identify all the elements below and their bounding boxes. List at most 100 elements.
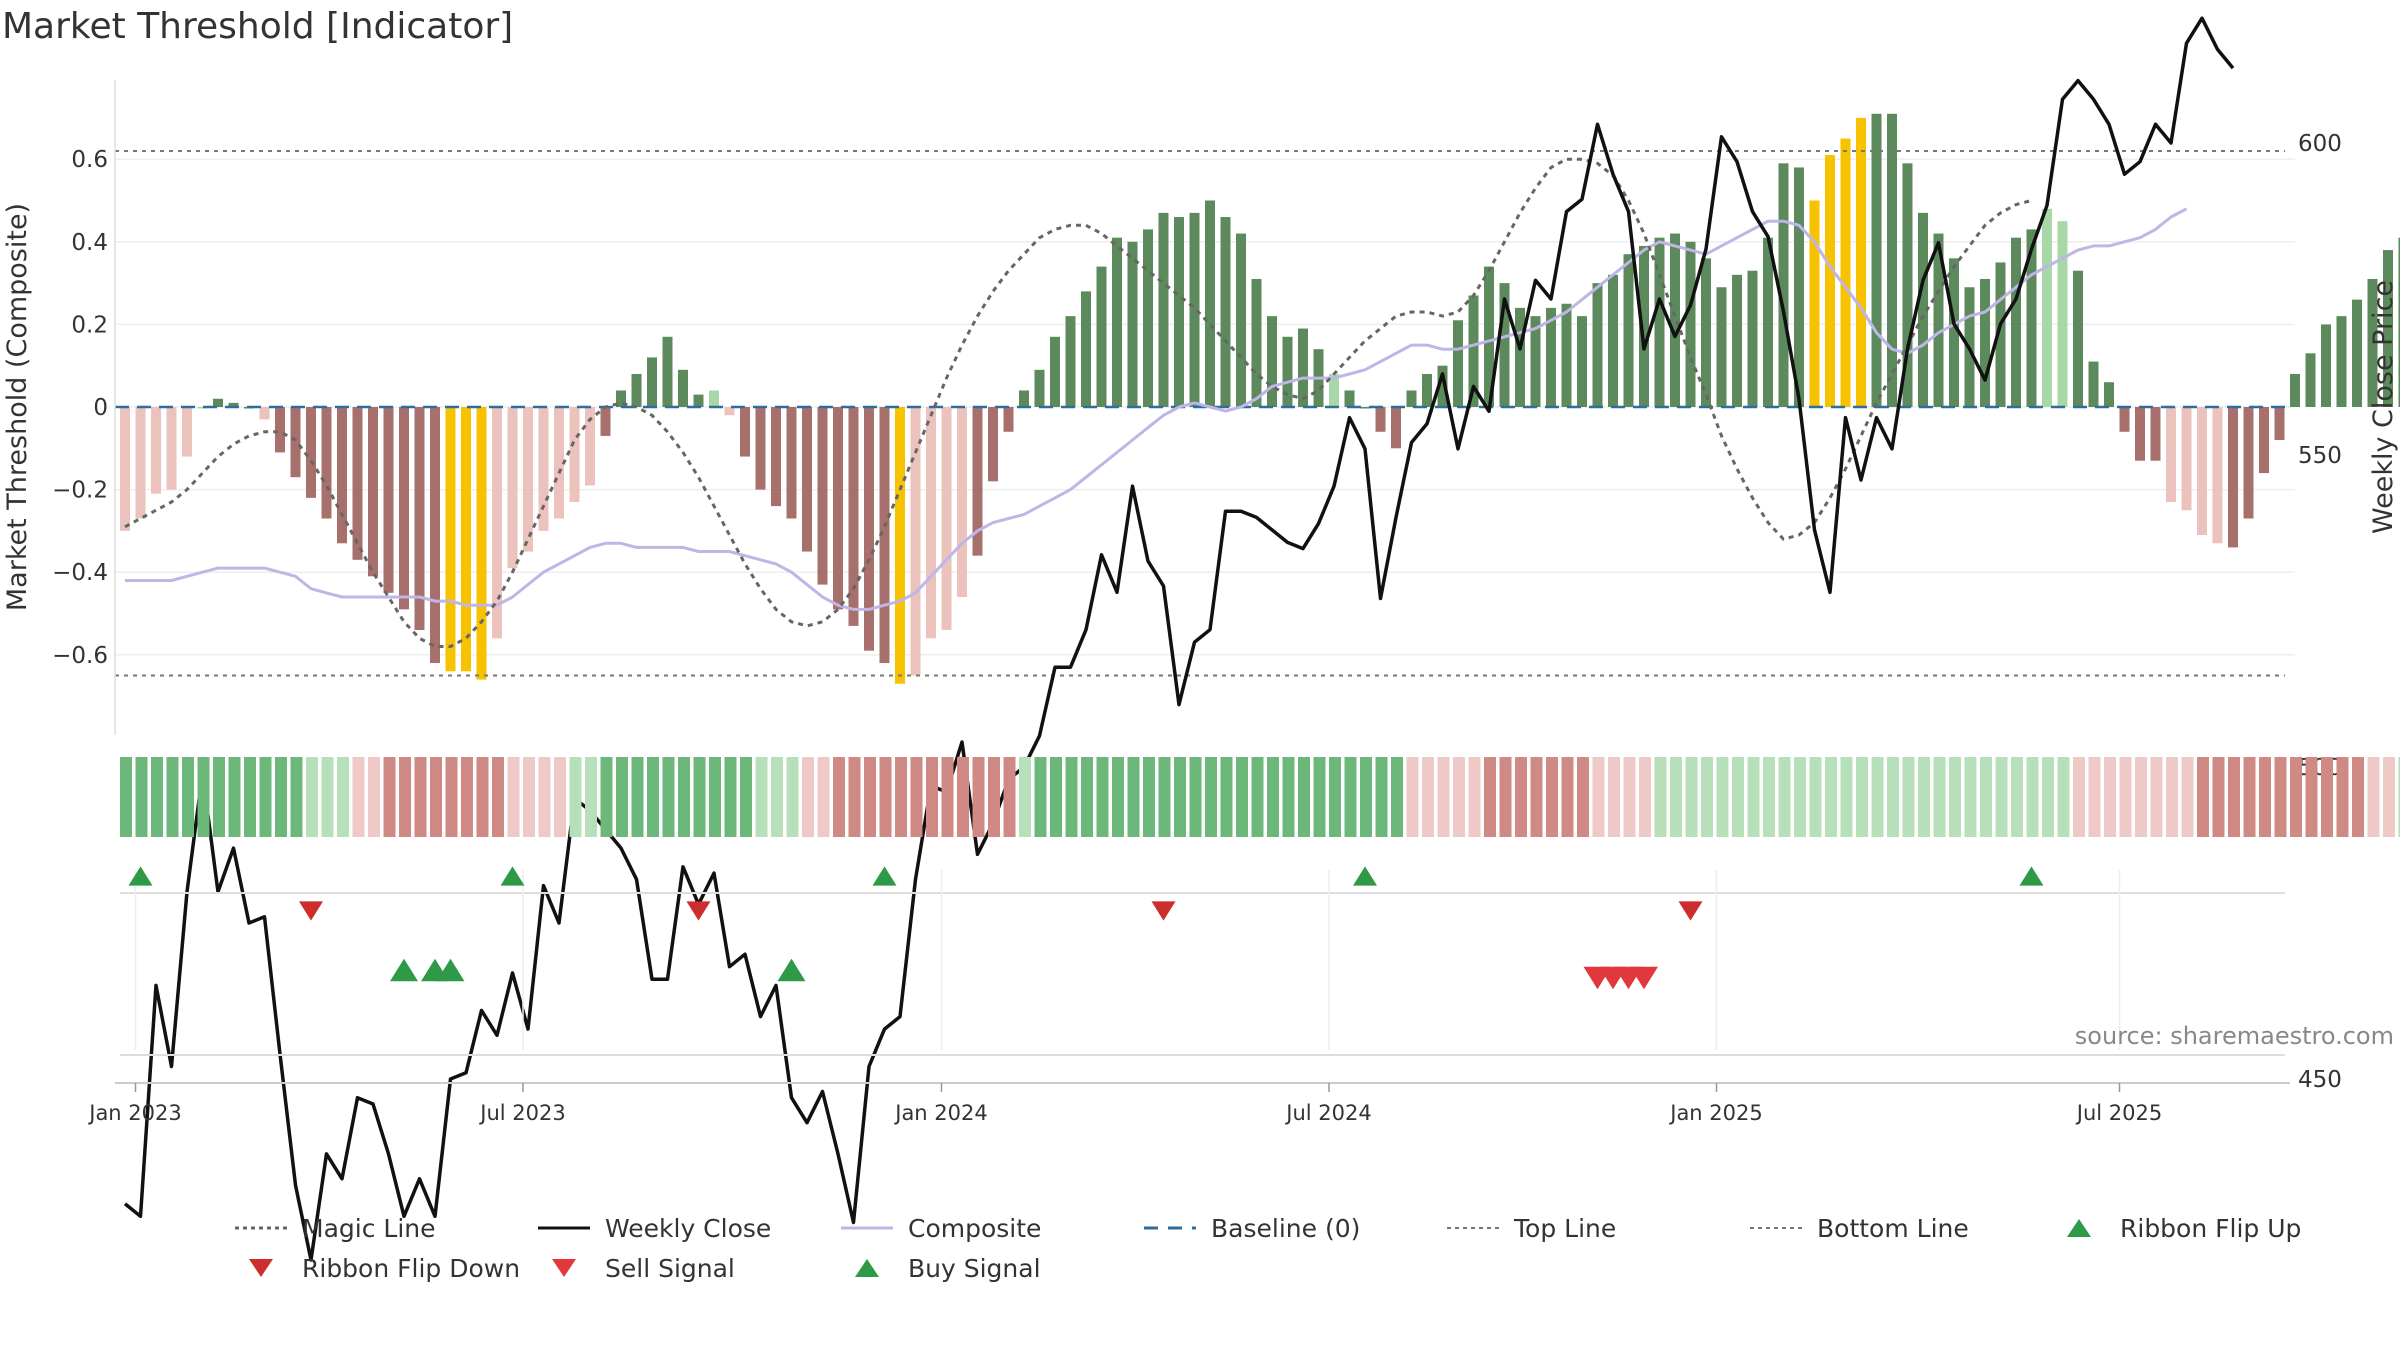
legend-row: Ribbon Flip Down Sell Signal Buy Signal — [230, 1248, 2380, 1288]
composite-bar — [383, 407, 394, 593]
composite-bar — [2305, 353, 2316, 407]
legend-item-sell-signal: Sell Signal — [533, 1254, 836, 1283]
legend-item-ribbon-flip-up: Ribbon Flip Up — [2048, 1214, 2351, 1243]
composite-bar — [1158, 212, 1169, 407]
ribbon-cell — [616, 757, 628, 837]
composite-bar — [662, 336, 673, 407]
ribbon-cell — [1189, 757, 1202, 837]
ribbon-flip-up-marker — [128, 866, 153, 886]
ribbon-cell — [445, 757, 458, 837]
ribbon-cell — [1980, 757, 1992, 837]
ribbon-cell — [569, 757, 582, 837]
ribbon-cell — [833, 757, 845, 837]
buy-signal-marker — [436, 958, 465, 982]
legend-label: Baseline (0) — [1211, 1213, 1361, 1243]
composite-bar — [1778, 163, 1789, 407]
ribbon-cell — [2073, 757, 2085, 837]
axes-layer: 0.6 0.4 0.2 0 −0.2 −0.4 −0.6 600 550 500 450 Market… — [2, 80, 2399, 1093]
ribbon-cell — [2088, 757, 2101, 837]
ribbon-cell — [1577, 757, 1589, 837]
composite-bar — [2104, 382, 2114, 407]
chart-title: Market Threshold [Indicator] — [2, 6, 514, 47]
ribbon-cell — [678, 757, 690, 837]
composite-bar — [1670, 233, 1680, 407]
composite-bar — [910, 407, 921, 676]
legend-item-magic-line: Magic Line — [230, 1214, 533, 1243]
composite-bar — [538, 407, 549, 531]
y-tick-label: 0.6 — [71, 147, 108, 173]
ribbon-cell — [693, 757, 706, 837]
y2-tick-label: 500 — [2298, 755, 2342, 781]
legend-item-bottom-line: Bottom Line — [1745, 1214, 2048, 1243]
legend-label: Bottom Line — [1817, 1213, 1969, 1243]
ribbon-cell — [1220, 757, 1233, 837]
y-axis-label: Market Threshold (Composite) — [2, 203, 33, 611]
ribbon-cell — [1298, 757, 1310, 837]
legend-label: Buy Signal — [908, 1253, 1041, 1283]
composite-bar — [1437, 365, 1448, 407]
ribbon-cell — [1778, 757, 1791, 837]
composite-bar — [1825, 155, 1835, 407]
ribbon-cell — [492, 757, 504, 837]
ribbon-cell — [879, 757, 892, 837]
ribbon-cell — [1329, 757, 1341, 837]
composite-bar — [1468, 295, 1479, 407]
ribbon-cell — [1484, 757, 1496, 837]
composite-bar — [228, 402, 239, 407]
ribbon-cell — [538, 757, 551, 837]
composite-bar — [678, 369, 688, 407]
ribbon-cell — [585, 757, 597, 837]
legend-label: Sell Signal — [605, 1253, 735, 1283]
ribbon-cell — [1003, 757, 1016, 837]
ribbon-cell — [1251, 757, 1264, 837]
composite-bar — [2336, 316, 2347, 407]
ribbon-cell — [523, 757, 535, 837]
ribbon-cell — [631, 757, 644, 837]
ribbon-cell — [2367, 757, 2380, 837]
ribbon-cell — [1282, 757, 1295, 837]
composite-bar — [182, 407, 192, 457]
composite-bar — [569, 407, 580, 502]
ribbon-cell — [1127, 757, 1140, 837]
composite-bar — [2197, 407, 2207, 536]
composite-bar — [585, 407, 595, 486]
composite-bar — [957, 407, 967, 597]
composite-bar — [2057, 221, 2068, 407]
composite-bar — [1127, 241, 1138, 407]
ribbon-cell — [1561, 757, 1574, 837]
composite-bar — [1143, 229, 1153, 407]
ribbon-flip-up-marker — [1353, 866, 1377, 886]
composite-bar — [151, 407, 161, 494]
ribbon-cell — [895, 757, 907, 837]
composite-bar — [1189, 212, 1200, 407]
composite-bar — [166, 407, 177, 490]
composite-bar — [1515, 307, 1525, 407]
ribbon-cell — [120, 757, 132, 837]
ribbon-cell — [2181, 757, 2194, 837]
ribbon-cell — [1871, 757, 1884, 837]
composite-bar — [430, 407, 440, 664]
composite-bar — [1840, 138, 1851, 408]
y2-tick-label: 600 — [2298, 131, 2342, 157]
composite-bar — [445, 407, 456, 672]
composite-bar — [1546, 307, 1556, 407]
ribbon-cell — [197, 757, 210, 837]
composite-bar — [755, 407, 766, 490]
ribbon-cell — [151, 757, 163, 837]
ribbon-cell — [1034, 757, 1047, 837]
composite-bar — [693, 394, 704, 407]
ribbon-cell — [1887, 757, 1899, 837]
composite-bar — [988, 407, 998, 482]
composite-bar — [2383, 250, 2393, 407]
ribbon-cell — [1158, 757, 1171, 837]
legend-label: Ribbon Flip Down — [302, 1253, 521, 1283]
composite-bar — [1282, 336, 1293, 407]
ribbon-cell — [1499, 757, 1512, 837]
composite-bar — [1267, 316, 1277, 407]
composite-bar — [337, 407, 347, 544]
composite-bar — [1933, 233, 1944, 407]
ribbon-cell — [259, 757, 272, 837]
ribbon-cell — [2259, 757, 2271, 837]
ribbon-cell — [1174, 757, 1186, 837]
x-tick-label: Jan 2023 — [87, 1101, 182, 1125]
